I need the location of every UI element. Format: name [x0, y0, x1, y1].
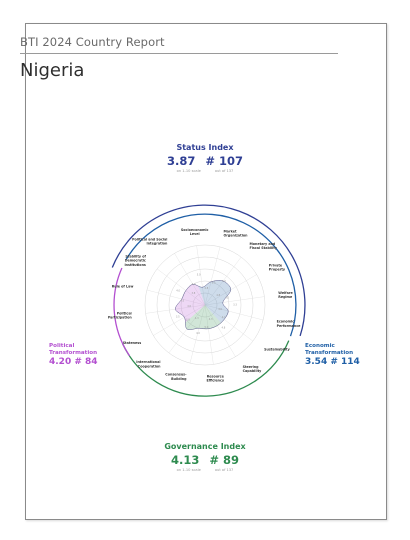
economic-transformation: Economic Transformation 3.54 # 114: [305, 343, 360, 366]
criterion-label: Political: [117, 311, 132, 315]
grid-spoke: [153, 304, 206, 336]
criterion-tick-label: 5.0: [204, 326, 208, 329]
criterion-tick-label: 4.0: [187, 305, 191, 308]
status-index-title: Status Index: [176, 143, 234, 152]
status-index-arc: [111, 204, 306, 337]
criterion-label: Stability of: [125, 255, 146, 259]
criterion-label: Rule of Law: [112, 285, 134, 289]
criterion-label: Welfare: [278, 291, 293, 295]
grid-spoke: [204, 304, 254, 342]
criterion-label: Market: [224, 230, 237, 234]
governance-index: Governance Index 4.13 # 89 on 1-10 scale…: [145, 442, 265, 472]
criterion-tick-label: 4.3: [209, 318, 213, 321]
report-page: [25, 23, 387, 520]
report-title: BTI 2024 Country Report: [20, 35, 165, 49]
criterion-tick-label: 4.5: [180, 299, 184, 302]
status-index-out-of: out of 137: [214, 169, 234, 173]
governance-index-scale: on 1-10 scale: [176, 468, 201, 472]
political-transformation: Political Transformation 4.20 # 84: [49, 343, 98, 366]
criterion-label: Private: [269, 264, 283, 268]
criterion-tick-label: 3.3: [233, 303, 237, 306]
economic-transformation-arc: [125, 213, 297, 337]
criterion-tick-label: 4.8: [221, 327, 225, 330]
criterion-label: Organization: [224, 234, 249, 238]
criterion-label: Cooperation: [138, 364, 161, 368]
criterion-tick-label: 3.5: [176, 316, 180, 319]
political-score-area: [175, 280, 205, 330]
governance-index-out-of: out of 137: [214, 468, 234, 472]
status-index-rank: # 107: [205, 154, 244, 168]
grid-ring: [168, 268, 242, 342]
criterion-label: Institutions: [124, 263, 145, 267]
criterion-label: Capability: [243, 369, 263, 373]
criterion-label: Consensus-: [165, 373, 187, 377]
criterion-label: Fiscal Stability: [250, 246, 278, 250]
grid-spoke: [189, 304, 206, 364]
governance-index-title: Governance Index: [164, 442, 246, 451]
criterion-label: Sustainability: [264, 348, 291, 352]
criterion-tick-label: 2.8: [204, 287, 208, 290]
criterion-label: Monetary and: [250, 242, 276, 246]
criterion-tick-label: 4.8: [216, 294, 220, 297]
grid-spoke: [204, 296, 265, 306]
political-title-line1: Political: [49, 343, 75, 349]
criterion-label: Efficiency: [206, 379, 225, 383]
grid-ring: [156, 256, 254, 354]
criterion-label: Stateness: [123, 341, 142, 345]
score-outline: [175, 280, 232, 330]
political-value: 4.20 # 84: [49, 357, 98, 368]
status-index: Status Index 3.87 # 107 on 1-10 scale ou…: [150, 143, 260, 173]
criterion-label: Performance: [277, 324, 302, 328]
economic-title-line2: Transformation: [305, 349, 354, 356]
criterion-tick-label: 5.0: [222, 280, 226, 283]
criterion-label: Regime: [278, 295, 293, 299]
grid-spoke: [146, 289, 206, 306]
political-transformation-arc: [113, 267, 131, 357]
status-index-score: 3.87: [166, 154, 196, 168]
criterion-tick-label: 4.0: [192, 283, 196, 286]
grid-spoke: [196, 245, 206, 306]
economic-title-line1: Economic: [305, 343, 335, 349]
grid-spoke: [204, 304, 214, 365]
criterion-label: Political and Social: [132, 237, 167, 241]
status-index-scale: on 1-10 scale: [176, 169, 201, 173]
criterion-tick-label: 4.5: [225, 297, 229, 300]
country-name: Nigeria: [20, 60, 85, 81]
criterion-tick-label: 3.5: [212, 282, 216, 285]
criterion-tick-label: 3.8: [191, 292, 195, 295]
criterion-label: Democratic: [125, 259, 146, 263]
criterion-tick-label: 4.1: [222, 316, 226, 319]
grid-spoke: [204, 304, 236, 357]
grid-spoke: [204, 246, 221, 306]
criterion-tick-label: 3.8: [186, 318, 190, 321]
criterion-tick-label: 4.0: [196, 332, 200, 335]
political-title-line2: Transformation: [49, 349, 98, 356]
criterion-label: International: [136, 360, 160, 364]
grid-spoke: [156, 268, 206, 306]
criterion-label: Participation: [108, 316, 133, 320]
grid-ring: [144, 244, 266, 366]
criterion-tick-label: 4.0: [176, 290, 180, 293]
grid-spoke: [174, 253, 206, 306]
title-rule: [20, 53, 338, 54]
criterion-label: Integration: [146, 242, 168, 246]
criterion-label: Property: [269, 268, 286, 272]
governance-index-arc: [121, 340, 290, 397]
criterion-tick-label: 4.0: [218, 308, 222, 311]
grid-spoke: [204, 304, 264, 321]
criterion-tick-label: 4.3: [195, 317, 199, 320]
criterion-tick-label: 5.0: [197, 274, 201, 277]
criterion-label: Level: [190, 232, 200, 236]
criterion-label: Building: [171, 377, 187, 381]
economic-value: 3.54 # 114: [305, 357, 360, 368]
grid-ring: [192, 292, 218, 318]
criterion-label: Economic: [277, 320, 295, 324]
governance-index-score: 4.13: [170, 453, 200, 467]
criterion-label: Steering: [243, 365, 260, 369]
governance-index-rank: # 89: [209, 453, 240, 467]
criterion-label: Socioeconomic: [181, 228, 209, 232]
criterion-label: Resource: [207, 374, 225, 378]
